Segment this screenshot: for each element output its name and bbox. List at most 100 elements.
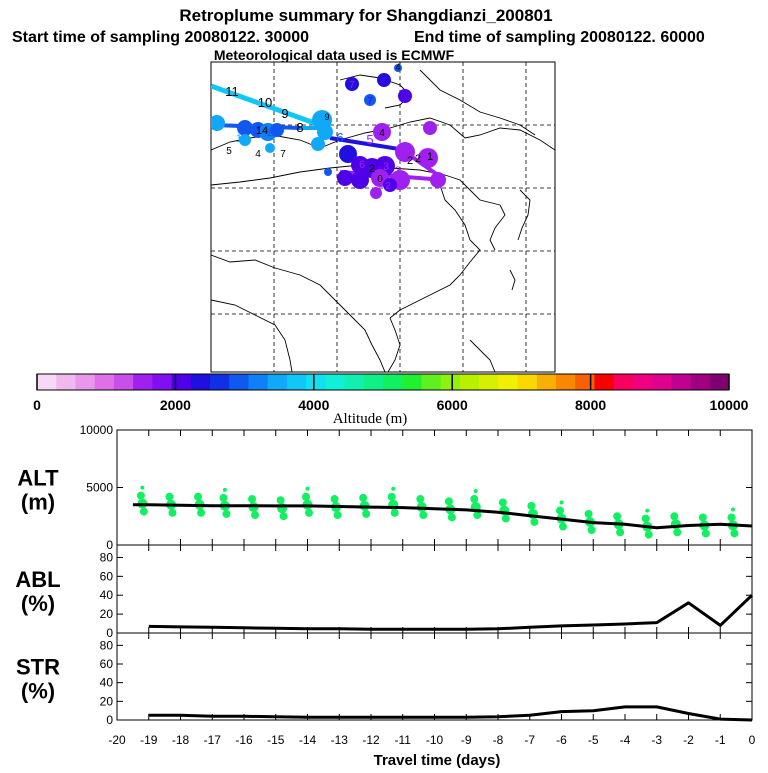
- x-tick-label: -1: [715, 733, 726, 747]
- map-label: 8: [320, 122, 326, 134]
- scatter-point: [730, 507, 735, 512]
- y-tick-label: 60: [100, 569, 114, 583]
- scatter-point: [276, 496, 285, 505]
- colorbar-swatch: [440, 374, 461, 390]
- scatter-point: [305, 508, 313, 517]
- scatter-point: [416, 495, 425, 504]
- scatter-point: [644, 530, 653, 539]
- map-label: 4: [395, 62, 400, 72]
- map-label: 6: [336, 130, 343, 145]
- scatter-point: [447, 513, 456, 522]
- map-label: 4: [402, 92, 408, 103]
- x-tick-label: -20: [108, 733, 126, 747]
- colorbar-swatch: [37, 374, 57, 390]
- colorbar-swatch: [171, 374, 192, 390]
- met-data-label: Meteorological data used is ECMWF: [214, 47, 455, 63]
- colorbar-swatch: [671, 374, 691, 390]
- abl-panel: 0 20 40 60 80 ABL(%): [15, 544, 754, 640]
- map-label: 5: [247, 123, 253, 135]
- x-tick-label: -7: [524, 733, 535, 747]
- map-label: 2: [407, 155, 413, 167]
- colorbar-swatch: [575, 374, 595, 390]
- coastlines: [211, 69, 555, 372]
- map-label: 10: [258, 95, 272, 110]
- y-tick-label: 0: [106, 626, 113, 640]
- scatter-point: [139, 507, 148, 516]
- map-label: 11: [225, 84, 239, 99]
- scatter-point: [168, 508, 177, 517]
- x-tick-label: -9: [461, 733, 472, 747]
- y-tick-label: 20: [100, 607, 114, 621]
- y-tick-label: 80: [100, 550, 114, 564]
- map-label: 7: [280, 149, 286, 160]
- altitude-colorbar: [36, 373, 730, 391]
- map-label: 8: [427, 122, 433, 134]
- scatter-point: [302, 492, 310, 501]
- colorbar-swatch: [190, 374, 211, 390]
- x-tick-label: -16: [235, 733, 253, 747]
- map-label: 13: [266, 127, 278, 139]
- colorbar-swatch: [229, 374, 249, 390]
- scatter-point: [222, 509, 231, 518]
- map-label: 7: [367, 96, 373, 107]
- colorbar-tick-label: 4000: [298, 397, 329, 413]
- x-tick-label: -3: [651, 733, 662, 747]
- scatter-point: [251, 511, 260, 520]
- scatter-point: [305, 486, 310, 491]
- scatter-point: [587, 526, 596, 534]
- series-line: [148, 705, 753, 722]
- scatter-point: [730, 529, 739, 538]
- plume-clusters: [211, 64, 446, 199]
- colorbar-swatch: [210, 374, 230, 390]
- y-axis-label: ABL: [15, 567, 60, 592]
- x-tick-label: -4: [620, 733, 631, 747]
- map-label: 9: [281, 106, 288, 121]
- scatter-point: [498, 498, 507, 507]
- y-tick-label: 0: [106, 713, 113, 727]
- map-label: 3: [395, 165, 401, 177]
- map-label: 9: [342, 173, 348, 184]
- scatter-point: [470, 495, 479, 504]
- colorbar-swatch: [56, 374, 76, 390]
- map-label: 4: [379, 128, 385, 139]
- map-label: 7: [349, 80, 355, 91]
- scatter-point: [613, 512, 622, 521]
- scatter-point: [645, 508, 650, 513]
- map-label: 5: [226, 146, 232, 157]
- colorbar-swatch: [556, 374, 576, 390]
- x-tick-label: -14: [299, 733, 317, 747]
- colorbar-swatch: [709, 374, 730, 390]
- x-tick-label: -19: [140, 733, 158, 747]
- colorbar-swatch: [152, 374, 172, 390]
- colorbar-swatch: [536, 374, 557, 390]
- y-tick-label: 20: [100, 694, 114, 708]
- colorbar-swatch: [690, 374, 711, 390]
- map-label: 4: [255, 149, 261, 160]
- scatter-point: [501, 514, 510, 523]
- y-axis-label: STR: [16, 655, 60, 680]
- scatter-point: [136, 491, 145, 500]
- map-label: 14: [256, 125, 268, 137]
- scatter-point: [584, 510, 593, 518]
- x-tick-label: 0: [749, 733, 756, 747]
- y-tick-label: 10000: [80, 423, 114, 437]
- scatter-point: [387, 492, 396, 501]
- scatter-point: [530, 517, 539, 526]
- x-tick-label: -6: [556, 733, 567, 747]
- colorbar-swatch: [248, 374, 269, 390]
- colorbar-swatch: [344, 374, 365, 390]
- colorbar-swatch: [479, 374, 499, 390]
- y-tick-label: 40: [100, 588, 114, 602]
- x-axis-title: Travel time (days): [374, 752, 501, 768]
- end-time-label: End time of sampling 20080122. 60000: [414, 29, 705, 46]
- scatter-point: [391, 486, 396, 491]
- scatter-point: [279, 512, 288, 521]
- map-label: 2: [369, 163, 375, 175]
- scatter-point: [473, 511, 482, 520]
- colorbar-tick-label: 2000: [160, 397, 191, 413]
- scatter-point: [701, 529, 710, 538]
- map-label: 3: [383, 161, 389, 173]
